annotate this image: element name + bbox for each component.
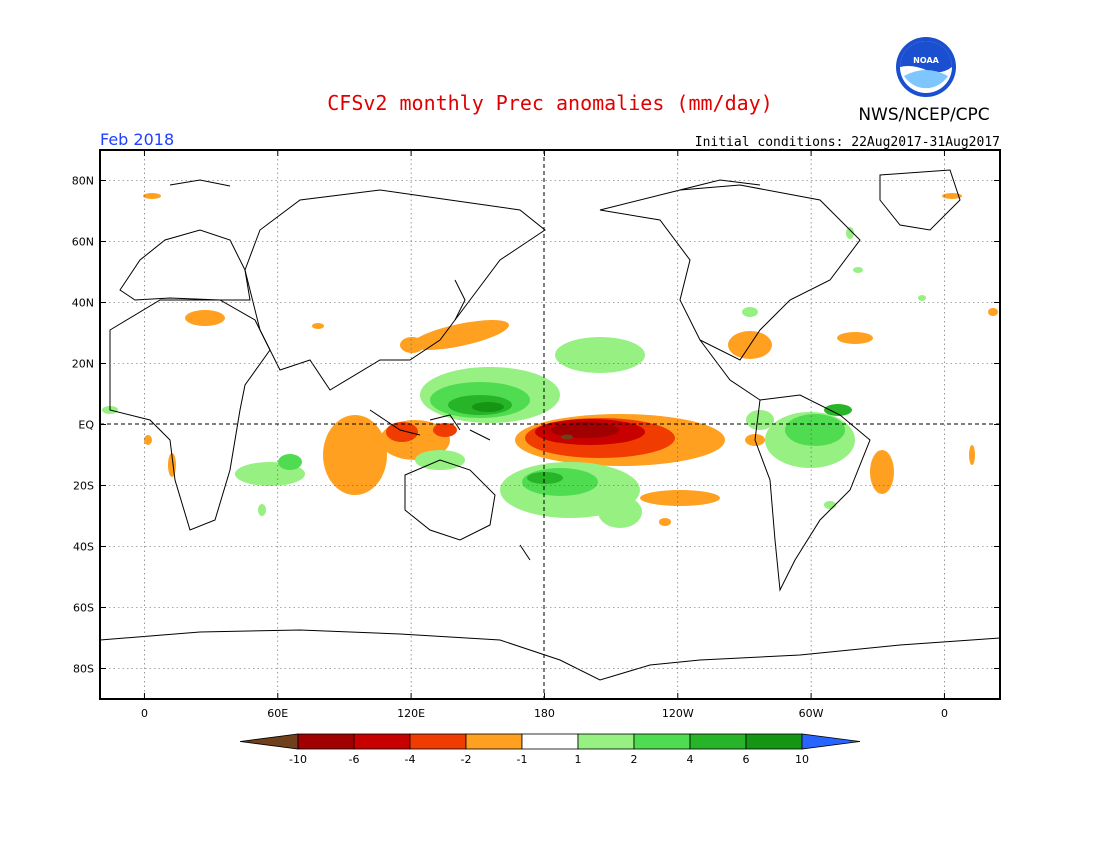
lat-label: 60S [73, 602, 94, 615]
colorbar-swatch [577, 733, 635, 750]
colorbar-tick-label: -1 [517, 753, 528, 766]
lat-axis: 80N 60N 40N 20N EQ 20S 40S 60S 80S [72, 175, 1000, 676]
colorbar-arrow-right [801, 733, 861, 750]
lon-label: 120E [397, 707, 425, 720]
colorbar-swatch [689, 733, 747, 750]
logo-text: NOAA [913, 56, 939, 65]
colorbar-swatch [465, 733, 523, 750]
lat-label: 60N [72, 236, 94, 249]
colorbar-tick-label: 4 [687, 753, 694, 766]
colorbar-swatch [409, 733, 467, 750]
lat-label: 20N [72, 358, 94, 371]
lat-label: 80N [72, 175, 94, 188]
noaa-logo-icon: NOAA [896, 37, 956, 97]
agency-label: NWS/NCEP/CPC [858, 105, 989, 125]
colorbar-swatch [633, 733, 691, 750]
initial-conditions: Initial conditions: 22Aug2017-31Aug2017 [695, 135, 1000, 150]
map-title: CFSv2 monthly Prec anomalies (mm/day) [327, 91, 773, 115]
lat-label: 20S [73, 480, 94, 493]
colorbar-tick-label: 1 [575, 753, 582, 766]
lat-label: 80S [73, 663, 94, 676]
colorbar-tick-label: 10 [795, 753, 809, 766]
lon-label: 120W [662, 707, 694, 720]
colorbar-tick-label: 2 [631, 753, 638, 766]
colorbar-tick-label: -10 [289, 753, 307, 766]
anomaly-deep-red [551, 422, 619, 438]
lat-label: 40N [72, 297, 94, 310]
colorbar: -10 -6 -4 -2 -1 1 2 4 6 10 [239, 733, 861, 766]
colorbar-tick-label: -4 [405, 753, 416, 766]
lon-label: 0 [141, 707, 148, 720]
lon-label: 0 [941, 707, 948, 720]
colorbar-swatch [521, 733, 579, 750]
lon-axis: 0 60E 120E 180 120W 60W 0 [141, 150, 948, 720]
lon-label: 180 [534, 707, 555, 720]
colorbar-tick-label: -2 [461, 753, 472, 766]
lon-label: 60E [267, 707, 288, 720]
colorbar-swatch [353, 733, 411, 750]
coastlines [100, 169, 1000, 681]
colorbar-arrow-left [239, 733, 299, 750]
month-label: Feb 2018 [100, 130, 174, 149]
colorbar-tick-label: 6 [743, 753, 750, 766]
anomaly-brown [561, 434, 573, 440]
lat-label: EQ [78, 419, 94, 432]
colorbar-tick-label: -6 [349, 753, 360, 766]
colorbar-swatch [297, 733, 355, 750]
anomaly-darkest-green [472, 402, 504, 412]
anomaly-field [100, 150, 1000, 699]
colorbar-swatch [745, 733, 803, 750]
lon-label: 60W [799, 707, 824, 720]
lat-label: 40S [73, 541, 94, 554]
